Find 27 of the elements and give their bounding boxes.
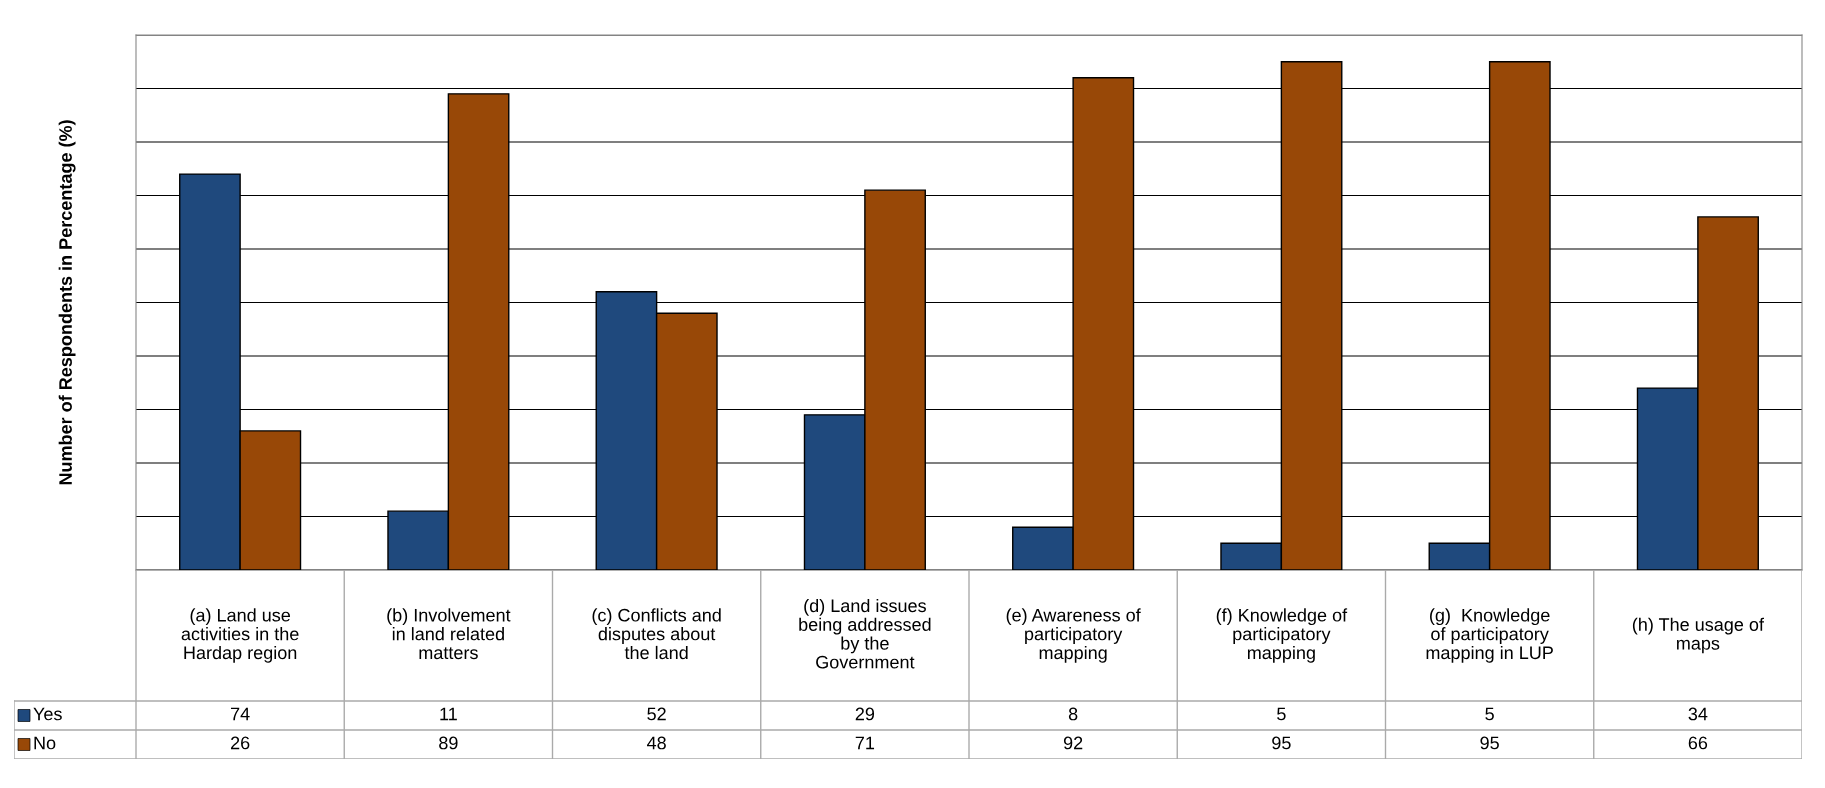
data-label: 89: [439, 736, 458, 750]
data-label: 95: [1480, 736, 1499, 750]
x-tick-label: (c) Conflicts and disputes about the land: [592, 608, 721, 660]
data-label: 71: [855, 736, 875, 750]
data-label: 26: [230, 736, 250, 750]
legend-label: No: [34, 736, 56, 750]
data-label: 48: [647, 736, 666, 750]
x-tick-label: (a) Land use activities in the Hardap region: [181, 608, 299, 663]
data-label: 95: [1272, 736, 1291, 750]
data-label: 92: [1063, 736, 1083, 750]
x-tick-label: (h) The usage of maps: [1632, 617, 1764, 654]
x-tick-label: (f) Knowledge of participatory mapping: [1216, 608, 1348, 663]
x-tick-label: (g) Knowledge of participatory mapping in LUP: [1426, 608, 1553, 663]
x-tick-label: (e) Awareness of participatory mapping: [1006, 608, 1141, 663]
y-axis-title: Number of Respondents in Percentage (%): [58, 120, 76, 485]
data-label: 5: [1277, 707, 1286, 721]
data-label: 52: [647, 707, 666, 721]
x-tick-label: (b) Involvement in land related matters: [387, 608, 511, 660]
data-label: 74: [231, 707, 250, 721]
x-tick-label: (d) Land issues being addressed by the Government: [799, 598, 931, 669]
data-label: 11: [440, 707, 457, 721]
data-label: 29: [855, 707, 875, 721]
data-label: 66: [1688, 736, 1708, 750]
data-label: 5: [1485, 707, 1494, 721]
legend-label: Yes: [33, 707, 62, 721]
data-label: 34: [1688, 707, 1708, 721]
data-label: 8: [1068, 707, 1078, 721]
